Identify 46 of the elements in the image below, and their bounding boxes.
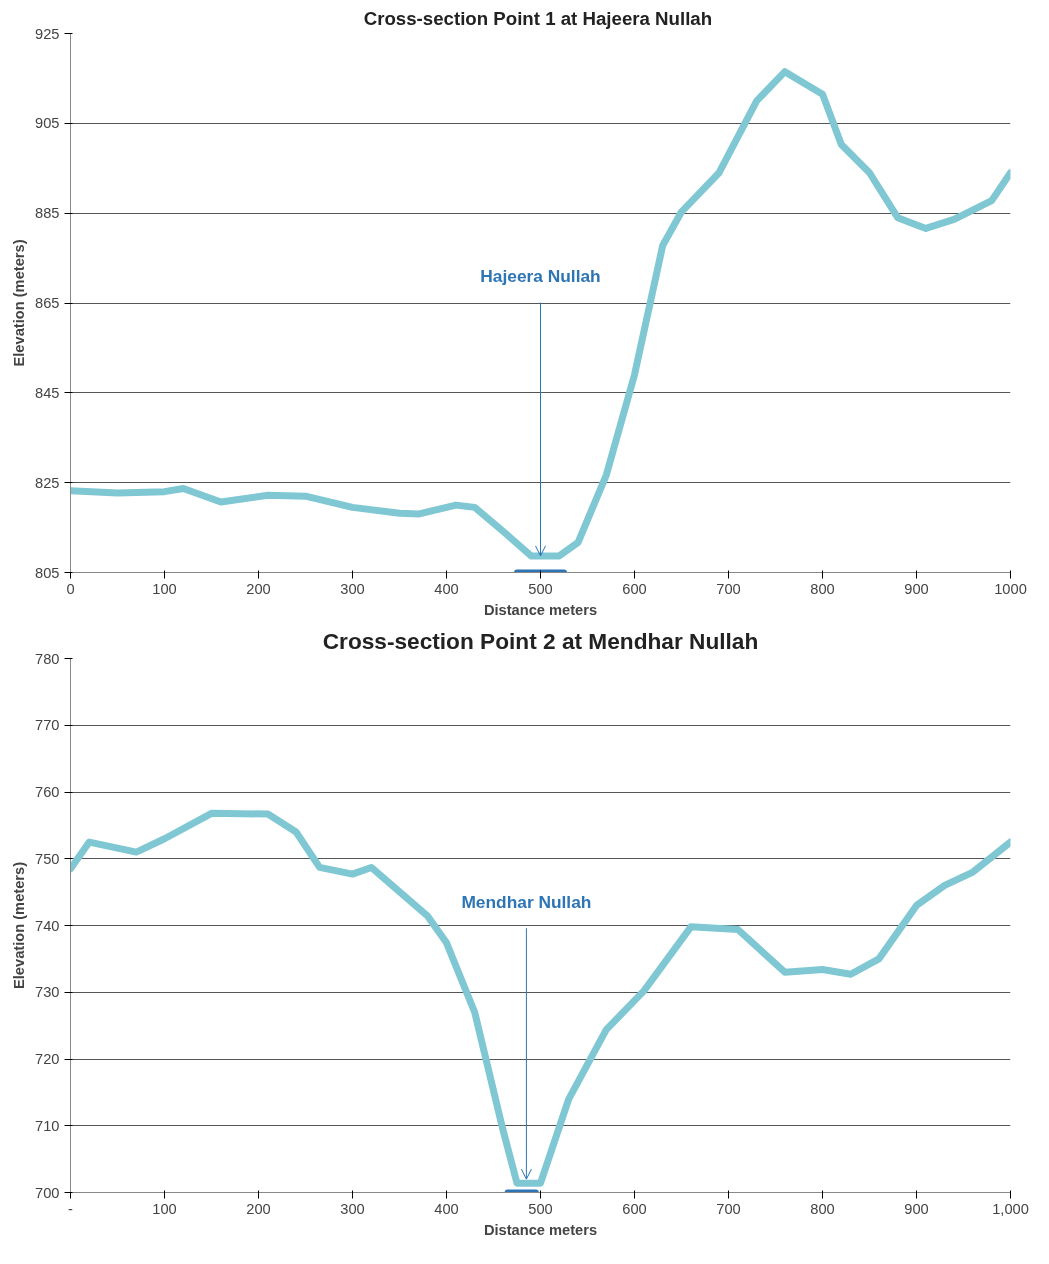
x-tick-label: 300 xyxy=(340,1200,365,1217)
x-axis-title: Distance meters xyxy=(483,601,598,618)
x-tick-label: 700 xyxy=(716,1200,741,1217)
x-tick-label: 100 xyxy=(152,580,177,597)
y-tick-label: 740 xyxy=(35,917,60,934)
y-tick-label: 770 xyxy=(35,717,60,734)
y-tick-label: 885 xyxy=(35,205,60,222)
x-tick-label: 500 xyxy=(528,1200,553,1217)
x-tick-label: 1000 xyxy=(994,580,1027,597)
x-tick-label: - xyxy=(68,1200,74,1217)
y-tick-label: 760 xyxy=(35,784,60,800)
x-tick-label: 300 xyxy=(340,580,365,597)
y-tick-label: 805 xyxy=(35,564,60,581)
x-tick-label: 1,000 xyxy=(992,1200,1029,1217)
x-tick-label: 400 xyxy=(434,1200,459,1217)
x-axis-title: Distance meters xyxy=(483,1221,598,1238)
x-tick-label: 0 xyxy=(66,580,75,597)
annotation: Hajeera Nullah xyxy=(480,266,601,287)
x-tick-label: 700 xyxy=(716,580,741,597)
x-tick-label: 600 xyxy=(622,580,647,597)
y-tick-label: 710 xyxy=(35,1117,60,1134)
x-tick-label: 900 xyxy=(904,1200,929,1217)
y-tick-label: 845 xyxy=(35,384,60,401)
x-tick-label: 400 xyxy=(434,580,459,597)
annotation: Mendhar Nullah xyxy=(461,892,592,913)
y-axis-title: Elevation (meters) xyxy=(11,861,28,990)
x-tick-label: 800 xyxy=(810,580,835,597)
x-tick-label: 800 xyxy=(810,1200,835,1217)
x-tick-label: 100 xyxy=(152,1200,177,1217)
y-tick-label: 720 xyxy=(35,1051,60,1067)
y-tick-label: 750 xyxy=(35,850,60,867)
x-tick-label: 500 xyxy=(528,580,553,597)
y-tick-label: 700 xyxy=(35,1184,60,1201)
x-tick-label: 200 xyxy=(246,580,271,597)
y-tick-label: 825 xyxy=(35,474,60,491)
chart-title: Cross-section Point 2 at Mendhar Nullah xyxy=(322,627,759,654)
x-tick-label: 900 xyxy=(904,580,929,597)
y-tick-label: 925 xyxy=(35,25,60,42)
y-tick-label: 780 xyxy=(35,650,60,667)
chart-title: Cross-section Point 1 at Hajeera Nullah xyxy=(363,7,713,29)
x-tick-label: 600 xyxy=(622,1200,647,1217)
y-tick-label: 865 xyxy=(35,295,60,311)
y-axis-title: Elevation (meters) xyxy=(11,239,28,367)
y-tick-label: 905 xyxy=(35,115,60,132)
x-tick-label: 200 xyxy=(246,1200,271,1217)
y-tick-label: 730 xyxy=(35,984,60,1001)
